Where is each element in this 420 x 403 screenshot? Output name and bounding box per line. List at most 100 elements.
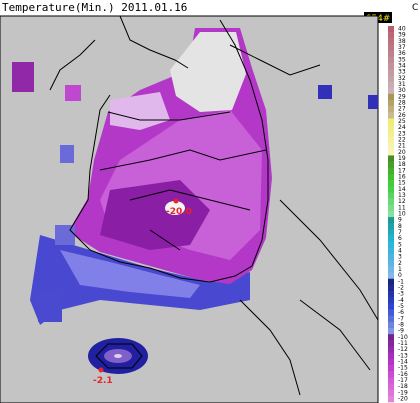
scale-swatch [388,352,394,360]
scale-label: -8 [398,321,404,328]
scale-swatch [388,278,394,286]
map: -20.0 -2.1 [0,15,379,403]
scale-label: 33 [398,69,406,76]
scale-swatch [388,149,394,156]
unit: C [412,3,418,13]
island [12,62,34,92]
scale-label: 5 [398,241,402,248]
scale-swatch [388,204,394,212]
scale-label: 8 [398,223,402,230]
scale-swatch [388,241,394,249]
scale-label: 16 [398,174,406,181]
scale-label: 15 [398,180,406,187]
scale-swatch [388,389,394,397]
scale-label: 13 [398,192,406,199]
scale-swatch [388,284,394,292]
scale-label: 30 [398,87,406,94]
scale-label: 23 [398,130,406,137]
scale-swatch [388,69,394,76]
scale-label: 20 [398,149,406,156]
scale-swatch [388,87,394,95]
scale-label: 38 [398,38,406,45]
scale-label: -1 [398,278,404,285]
scale-label: -9 [398,328,404,335]
scale-label: -6 [398,309,404,316]
scale-swatch [388,44,394,51]
scale-swatch [388,180,394,187]
scale-label: 29 [398,93,406,100]
scale-swatch [388,365,394,372]
island [55,225,75,245]
scale-swatch [388,210,394,218]
scale-swatch [388,383,394,390]
scale-swatch [388,56,394,64]
scale-swatch [388,272,394,280]
scale-label: 35 [398,56,406,63]
scale-swatch [388,99,394,107]
scale-swatch [388,50,394,58]
scale-label: 40 [398,26,406,33]
color-scale: 4039383736353433323130292827262524232221… [388,26,408,403]
coast-light-blue [60,250,200,298]
scale-label: 14 [398,186,406,193]
scale-label: 32 [398,75,406,82]
scale-swatch [388,32,394,39]
scale-label: -13 [398,352,408,359]
scale-label: 12 [398,198,406,205]
scale-swatch [388,266,394,273]
scale-label: 17 [398,167,406,174]
scale-swatch [388,130,394,138]
marker [173,198,179,204]
scale-label: 39 [398,32,406,39]
scale-swatch [388,186,394,193]
scale-label: -16 [398,371,408,378]
scale-label: 2 [398,260,402,267]
scale-swatch [388,377,394,384]
scale-label: 37 [398,44,406,51]
island [368,95,378,109]
scale-label: 24 [398,124,406,131]
scale-label: 36 [398,50,406,57]
cold-spot [165,201,185,215]
jeju-peak [114,354,122,358]
scale-swatch [388,309,394,317]
scale-label: 27 [398,106,406,113]
scale-swatch [388,118,394,125]
scale-swatch [388,291,394,298]
scale-label: 26 [398,112,406,119]
scale-label: -17 [398,377,408,384]
island [318,85,332,99]
scale-label: -14 [398,358,408,365]
scale-label: -15 [398,365,408,372]
coastline [49,39,301,396]
coastline [69,15,379,371]
scale-label: -7 [398,315,404,322]
scale-swatch [388,315,394,323]
scale-swatch [388,395,394,403]
scale-swatch [388,247,394,255]
scale-swatch [388,198,394,206]
scale-swatch [388,26,394,33]
scale-swatch [388,229,394,236]
scale-swatch [388,62,394,70]
scale-label: 18 [398,161,406,168]
scale-label: 3 [398,254,402,261]
scale-swatch [388,161,394,169]
scale-label: 10 [398,211,406,218]
scale-swatch [388,136,394,144]
scale-swatch [388,38,394,45]
scale-label: 25 [398,118,406,125]
scale-swatch [388,340,394,347]
scale-swatch [388,192,394,199]
scale-label: -19 [398,389,408,396]
island [60,145,74,163]
scale-label: 6 [398,235,402,242]
marker [98,367,104,373]
scale-swatch [388,334,394,341]
scale-swatch [388,260,394,267]
scale-label: -10 [398,334,408,341]
title: Temperature(Min.) 2011.01.16 [2,1,187,14]
scale-swatch [388,106,394,113]
annotation: -2.1 [93,376,113,386]
